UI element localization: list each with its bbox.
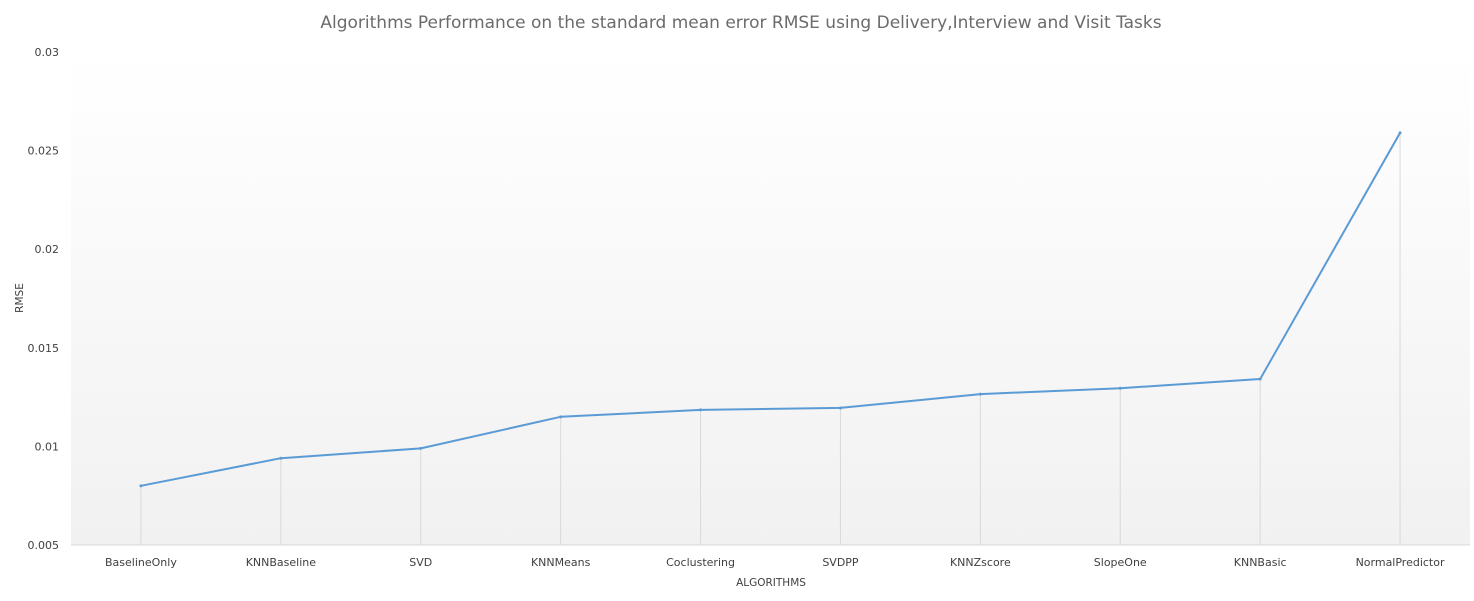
x-tick-label: KNNMeans (531, 556, 591, 569)
data-point (838, 406, 842, 410)
plot-area (71, 52, 1470, 545)
x-tick-label: SlopeOne (1094, 556, 1147, 569)
y-tick-label: 0.005 (28, 539, 60, 552)
x-tick-label: NormalPredictor (1356, 556, 1445, 569)
y-axis-title: RMSE (14, 283, 26, 313)
x-tick-label: KNNBaseline (246, 556, 317, 569)
x-axis-title: ALGORITHMS (736, 577, 806, 589)
x-tick-label: SVDPP (822, 556, 859, 569)
x-tick-label: SVD (409, 556, 432, 569)
data-point (1398, 131, 1402, 135)
data-point (279, 456, 283, 460)
data-point (559, 415, 563, 419)
data-point (699, 408, 703, 412)
drop-lines (140, 132, 1401, 545)
x-tick-label: BaselineOnly (105, 556, 177, 569)
data-point (978, 392, 982, 396)
data-points (139, 131, 1402, 488)
y-axis-tick-labels: 0.005 0.01 0.015 0.02 0.025 0.03 (28, 46, 60, 552)
chart-title: Algorithms Performance on the standard m… (320, 13, 1161, 33)
x-axis-tick-labels: BaselineOnly KNNBaseline SVD KNNMeans Coclus… (105, 556, 1445, 569)
y-tick-label: 0.015 (28, 342, 60, 355)
data-point (1118, 386, 1122, 390)
y-tick-label: 0.025 (28, 145, 60, 158)
y-tick-label: 0.02 (35, 243, 60, 256)
data-point (1258, 377, 1262, 381)
x-tick-label: Coclustering (666, 556, 735, 569)
x-tick-label: KNNZscore (950, 556, 1011, 569)
y-tick-label: 0.01 (35, 440, 60, 453)
x-tick-label: KNNBasic (1234, 556, 1287, 569)
data-point (419, 446, 423, 450)
series-line-rmse (140, 132, 1401, 487)
data-point (139, 484, 143, 488)
y-tick-label: 0.03 (35, 46, 60, 59)
